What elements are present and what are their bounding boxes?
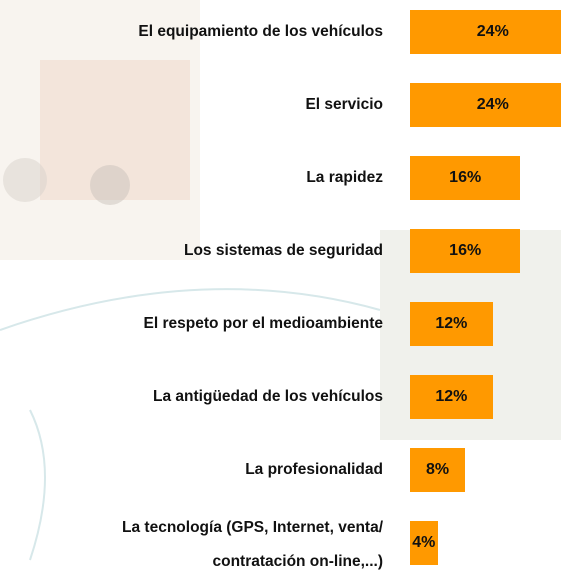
category-label: La antigüedad de los vehículos xyxy=(153,388,383,405)
bar xyxy=(410,10,561,54)
category-label: El equipamiento de los vehículos xyxy=(138,23,383,40)
bar xyxy=(410,448,466,492)
category-label: Los sistemas de seguridad xyxy=(184,242,383,259)
value-label: 24% xyxy=(476,23,509,40)
bar xyxy=(410,375,493,419)
bar xyxy=(410,156,521,200)
category-label: La rapidez xyxy=(306,169,383,186)
value-label: 4% xyxy=(412,534,436,551)
bar xyxy=(410,83,561,127)
value-label: 8% xyxy=(426,461,450,478)
bar xyxy=(410,521,438,565)
value-label: 16% xyxy=(449,169,482,186)
category-label: El servicio xyxy=(305,96,383,113)
value-label: 24% xyxy=(476,96,509,113)
bar xyxy=(410,302,493,346)
category-label: La tecnología (GPS, Internet, venta/ con… xyxy=(122,519,383,570)
value-label: 12% xyxy=(435,315,468,332)
value-label: 12% xyxy=(435,388,468,405)
bar xyxy=(410,229,521,273)
category-label: La profesionalidad xyxy=(245,461,383,478)
category-label: El respeto por el medioambiente xyxy=(143,315,383,332)
value-label: 16% xyxy=(449,242,482,259)
